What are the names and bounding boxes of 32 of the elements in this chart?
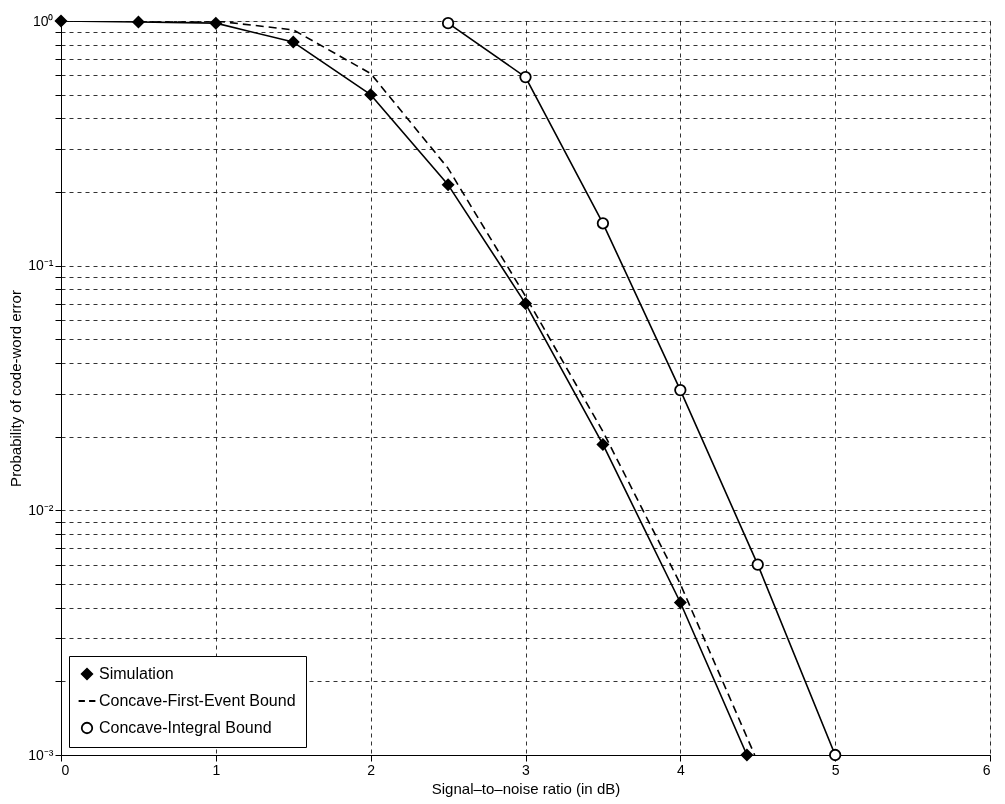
legend-label: Concave-First-Event Bound (99, 692, 296, 709)
y-tick-label: 10⁰ (32, 12, 54, 29)
point (596, 438, 610, 451)
x-tick-label: 3 (522, 761, 531, 778)
y-tick-label: 10⁻² (28, 501, 54, 518)
point (674, 383, 687, 397)
x-tick-label: 0 (61, 761, 70, 778)
x-axis-title: Signal–to–noise ratio (in dB) (431, 779, 621, 797)
point (596, 217, 610, 230)
legend-label: Concave-Integral Bound (99, 719, 272, 736)
point (441, 17, 455, 30)
point (54, 14, 68, 28)
point (519, 297, 532, 310)
point (519, 70, 532, 84)
point (751, 558, 764, 571)
point (674, 596, 687, 609)
y-axis-title: Probability of code-word error (7, 290, 25, 487)
legend-label: Simulation (99, 665, 174, 682)
y-tick-label: 10⁻¹ (28, 257, 54, 274)
x-tick-label: 2 (367, 761, 376, 778)
x-tick-label: 4 (676, 761, 685, 778)
point (132, 15, 145, 29)
point (287, 35, 300, 49)
x-tick-label: 6 (982, 761, 991, 778)
point (441, 178, 455, 191)
point (829, 748, 842, 762)
x-tick-label: 5 (831, 761, 840, 778)
x-tick-label: 1 (212, 761, 221, 778)
point (740, 748, 754, 762)
point (364, 88, 377, 101)
y-tick-label: 10⁻³ (28, 746, 54, 763)
point (209, 17, 222, 30)
